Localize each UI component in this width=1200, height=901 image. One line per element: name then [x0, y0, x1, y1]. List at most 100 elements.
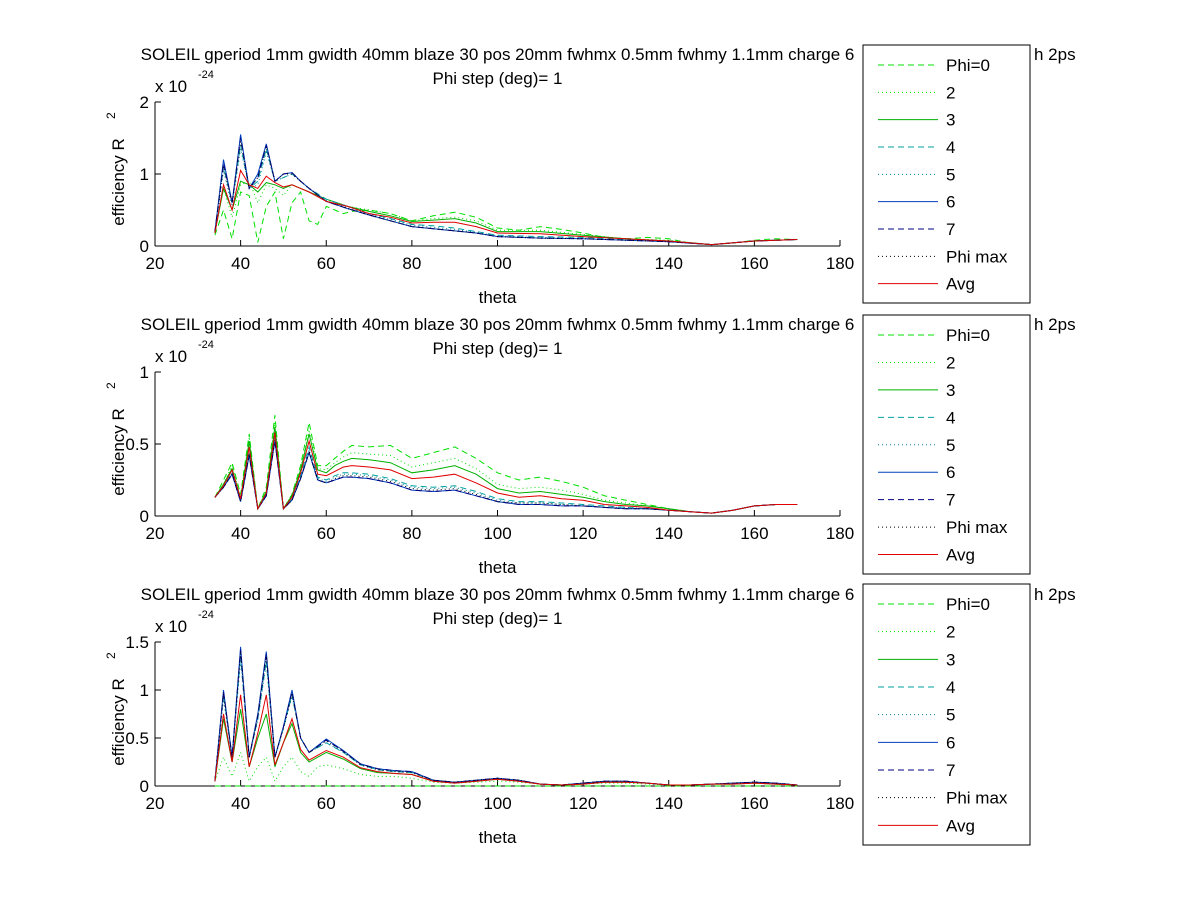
y-axis-label-group: efficiency R 2: [104, 112, 128, 226]
legend-entry-label: Phi=0: [946, 595, 990, 614]
legend-entry-label: Phi=0: [946, 326, 990, 345]
legend-entry-label: Phi=0: [946, 56, 990, 75]
x-tick-label: 160: [740, 524, 768, 543]
series-line-phi-0: [214, 190, 798, 246]
y-tick-label: 0: [140, 507, 149, 526]
legend-entry-label: Avg: [946, 546, 975, 565]
legend-entry-label: 5: [946, 165, 955, 184]
x-tick-label: 120: [569, 794, 597, 813]
legend-entry-label: Avg: [946, 816, 975, 835]
x-axis-label: theta: [479, 288, 517, 307]
x-tick-label: 160: [740, 254, 768, 273]
subplot-1: SOLEIL gperiod 1mm gwidth 40mm blaze 30 …: [104, 44, 1076, 307]
x-tick-label: 140: [655, 254, 683, 273]
x-tick-label: 80: [402, 254, 421, 273]
x-tick-label: 60: [317, 254, 336, 273]
y-axis-label: efficiency R: [109, 138, 128, 226]
chart-title-line1-tail: h 2ps: [1034, 315, 1076, 334]
x-axis-label: theta: [479, 558, 517, 577]
plot-lines: [214, 134, 798, 246]
x-tick-label: 180: [826, 524, 854, 543]
series-line-6: [214, 134, 798, 246]
series-line-5: [214, 661, 798, 786]
legend-entry-label: Avg: [946, 275, 975, 294]
chart-title-line1-tail: h 2ps: [1034, 585, 1076, 604]
y-tick-label: 0: [140, 237, 149, 256]
y-tick-label: 0: [140, 777, 149, 796]
legend-entry-label: 3: [946, 650, 955, 669]
x-tick-label: 180: [826, 794, 854, 813]
legend: Phi=0 2 3 4 5 6 7 Phi max Avg: [862, 44, 1031, 304]
chart-title-line2: Phi step (deg)= 1: [433, 69, 563, 88]
x-tick-label: 60: [317, 524, 336, 543]
chart-title-line2: Phi step (deg)= 1: [433, 609, 563, 628]
y-axis-label-superscript: 2: [104, 112, 118, 119]
subplot-2: SOLEIL gperiod 1mm gwidth 40mm blaze 30 …: [104, 314, 1076, 577]
chart-title-line1-tail: h 2ps: [1034, 45, 1076, 64]
legend-entry-label: 5: [946, 436, 955, 455]
exponent-label: x 10: [155, 347, 187, 366]
legend-entry-label: 6: [946, 463, 955, 482]
series-line-7: [214, 137, 798, 246]
exponent-label: x 10: [155, 77, 187, 96]
chart-title-line1: SOLEIL gperiod 1mm gwidth 40mm blaze 30 …: [141, 45, 855, 64]
plot-lines: [214, 646, 798, 787]
x-tick-label: 40: [231, 524, 250, 543]
series-line-avg: [214, 169, 798, 246]
x-tick-label: 120: [569, 254, 597, 273]
legend-entry-label: 6: [946, 733, 955, 752]
legend-entry-label: 4: [946, 678, 955, 697]
exponent-value: -24: [198, 339, 214, 351]
y-axis-label-superscript: 2: [104, 652, 118, 659]
x-axis-label: theta: [479, 828, 517, 847]
x-tick-label: 80: [402, 524, 421, 543]
y-axis-label-group: efficiency R 2: [104, 652, 128, 766]
legend-entry-label: 5: [946, 706, 955, 725]
exponent-value: -24: [198, 609, 214, 621]
x-tick-label: 20: [146, 254, 165, 273]
y-tick-label: 0.5: [125, 435, 149, 454]
legend-entry-label: 3: [946, 111, 955, 130]
series-line-4: [214, 145, 798, 246]
chart-title-line1: SOLEIL gperiod 1mm gwidth 40mm blaze 30 …: [141, 585, 855, 604]
x-tick-label: 100: [483, 254, 511, 273]
x-tick-label: 160: [740, 794, 768, 813]
legend-entry-label: 7: [946, 220, 955, 239]
x-tick-label: 40: [231, 794, 250, 813]
exponent-value: -24: [198, 69, 214, 81]
legend-entry-label: 6: [946, 193, 955, 212]
plot-lines: [214, 415, 798, 514]
legend-entry-label: 4: [946, 408, 955, 427]
exponent-label: x 10: [155, 617, 187, 636]
x-tick-label: 120: [569, 524, 597, 543]
x-tick-label: 140: [655, 524, 683, 543]
x-tick-label: 60: [317, 794, 336, 813]
series-line-avg: [214, 694, 798, 786]
x-tick-label: 100: [483, 794, 511, 813]
y-tick-label: 1: [140, 165, 149, 184]
legend-entry-label: Phi max: [946, 518, 1008, 537]
y-tick-label: 0.5: [125, 729, 149, 748]
legend: Phi=0 2 3 4 5 6 7 Phi max Avg: [862, 314, 1031, 575]
y-tick-label: 1: [140, 681, 149, 700]
y-axis-label: efficiency R: [109, 678, 128, 766]
x-tick-label: 140: [655, 794, 683, 813]
y-axis-label-group: efficiency R 2: [104, 382, 128, 496]
x-tick-label: 40: [231, 254, 250, 273]
y-tick-label: 1.5: [125, 633, 149, 652]
legend-entry-label: 7: [946, 491, 955, 510]
x-tick-label: 180: [826, 254, 854, 273]
legend-entry-label: 3: [946, 381, 955, 400]
series-line-3: [214, 180, 798, 246]
y-axis-label: efficiency R: [109, 408, 128, 496]
subplot-3: SOLEIL gperiod 1mm gwidth 40mm blaze 30 …: [104, 583, 1076, 847]
y-axis-label-superscript: 2: [104, 382, 118, 389]
y-tick-label: 2: [140, 93, 149, 112]
legend-entry-label: 2: [946, 353, 955, 372]
legend-entry-label: Phi max: [946, 247, 1008, 266]
legend-entry-label: Phi max: [946, 789, 1008, 808]
chart-title-line1: SOLEIL gperiod 1mm gwidth 40mm blaze 30 …: [141, 315, 855, 334]
x-tick-label: 20: [146, 524, 165, 543]
x-tick-label: 100: [483, 524, 511, 543]
